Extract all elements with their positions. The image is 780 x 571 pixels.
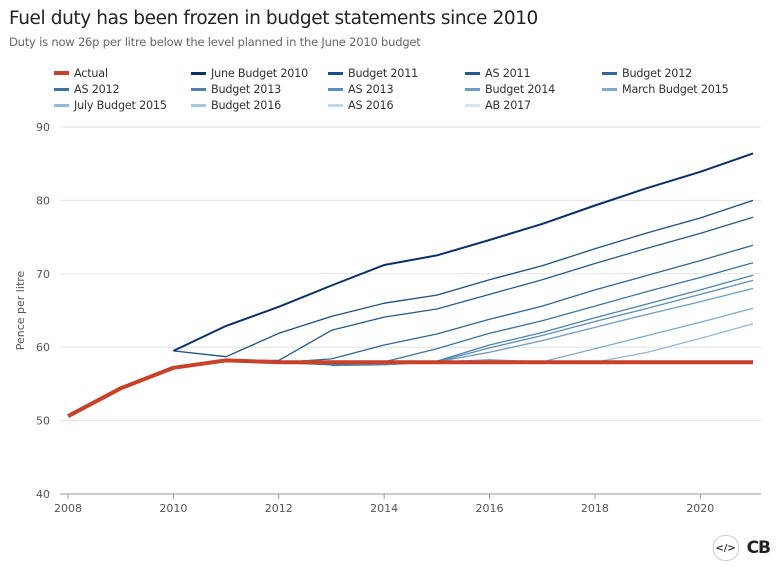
legend-swatch bbox=[54, 71, 69, 75]
series-line-actual bbox=[67, 358, 753, 418]
legend-label: AS 2013 bbox=[348, 82, 394, 96]
y-tick-label: 80 bbox=[36, 194, 50, 207]
y-tick-label: 40 bbox=[36, 488, 50, 501]
series-line-march-budget-2015 bbox=[436, 307, 754, 363]
legend-item: AS 2012 bbox=[54, 82, 191, 96]
legend-label: AS 2016 bbox=[348, 98, 394, 112]
legend-item: AB 2017 bbox=[465, 98, 602, 112]
footer-logos: </> CB bbox=[712, 535, 771, 561]
legend-item: March Budget 2015 bbox=[602, 82, 742, 96]
chart-subtitle: Duty is now 26p per litre below the leve… bbox=[9, 35, 421, 49]
legend-label: Budget 2011 bbox=[348, 66, 419, 80]
legend-item: July Budget 2015 bbox=[54, 98, 191, 112]
x-tick-label: 2014 bbox=[370, 502, 398, 515]
series-line-as-2011 bbox=[226, 216, 754, 362]
legend-item: AS 2011 bbox=[465, 66, 602, 80]
x-tick-label: 2008 bbox=[54, 502, 82, 515]
legend-item: Budget 2014 bbox=[465, 82, 602, 96]
legend-swatch bbox=[465, 71, 480, 75]
series-line-june-budget-2010 bbox=[172, 152, 754, 352]
y-tick-label: 70 bbox=[36, 268, 50, 281]
carbon-brief-logo: CB bbox=[746, 538, 771, 558]
legend-label: Budget 2016 bbox=[211, 98, 282, 112]
embed-code-icon[interactable]: </> bbox=[712, 535, 739, 561]
series-line-budget-2011 bbox=[173, 199, 754, 358]
legend-swatch bbox=[328, 87, 343, 91]
legend-label: AS 2012 bbox=[74, 82, 120, 96]
legend-label: AS 2011 bbox=[485, 66, 531, 80]
legend-swatch bbox=[191, 71, 206, 75]
y-tick-label: 50 bbox=[36, 415, 50, 428]
legend-item: Budget 2011 bbox=[328, 66, 465, 80]
legend-item: June Budget 2010 bbox=[191, 66, 328, 80]
y-tick-label: 60 bbox=[36, 341, 50, 354]
legend-item: AS 2016 bbox=[328, 98, 465, 112]
legend-label: AB 2017 bbox=[485, 98, 531, 112]
legend-label: March Budget 2015 bbox=[622, 82, 729, 96]
legend-label: July Budget 2015 bbox=[74, 98, 167, 112]
legend-item: AS 2013 bbox=[328, 82, 465, 96]
y-axis-label: Pence per litre bbox=[14, 271, 27, 351]
legend-swatch bbox=[191, 103, 206, 107]
series-line-budget-2013 bbox=[331, 274, 754, 366]
x-tick-label: 2016 bbox=[476, 502, 504, 515]
legend-item: Budget 2012 bbox=[602, 66, 742, 80]
series-line-budget-2012 bbox=[278, 244, 754, 364]
series-line-july-budget-2015 bbox=[436, 323, 754, 363]
x-tick-label: 2018 bbox=[581, 502, 609, 515]
legend-swatch bbox=[328, 103, 343, 107]
legend-item: Budget 2013 bbox=[191, 82, 328, 96]
legend-swatch bbox=[602, 87, 617, 91]
legend-swatch bbox=[54, 87, 69, 91]
legend-label: Budget 2012 bbox=[622, 66, 693, 80]
chart-title: Fuel duty has been frozen in budget stat… bbox=[9, 8, 538, 29]
legend-swatch bbox=[54, 103, 69, 107]
x-tick-label: 2020 bbox=[686, 502, 714, 515]
legend-label: Budget 2014 bbox=[485, 82, 556, 96]
legend-swatch bbox=[191, 87, 206, 91]
x-tick-label: 2012 bbox=[265, 502, 293, 515]
legend-item: Budget 2016 bbox=[191, 98, 328, 112]
legend-label: Actual bbox=[74, 66, 108, 80]
legend: Actual June Budget 2010 Budget 2011 AS 2011… bbox=[54, 66, 774, 112]
legend-label: June Budget 2010 bbox=[211, 66, 308, 80]
legend-label: Budget 2013 bbox=[211, 82, 282, 96]
x-tick-label: 2010 bbox=[159, 502, 187, 515]
legend-swatch bbox=[465, 103, 480, 107]
legend-swatch bbox=[465, 87, 480, 91]
legend-swatch bbox=[602, 71, 617, 75]
legend-swatch bbox=[328, 71, 343, 75]
legend-item: Actual bbox=[54, 66, 191, 80]
y-tick-label: 90 bbox=[36, 121, 50, 134]
